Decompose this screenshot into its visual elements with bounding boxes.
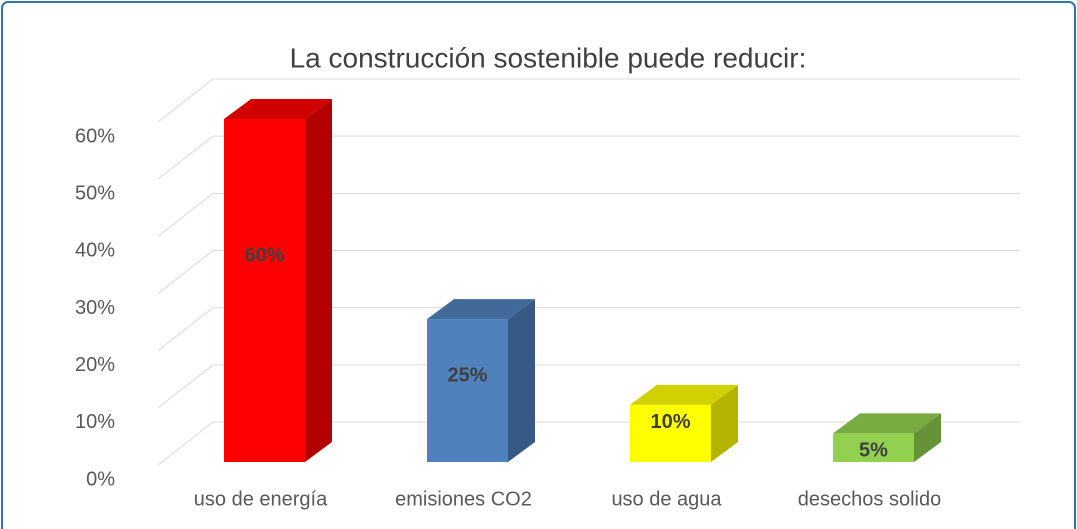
- bar-top: [630, 384, 738, 405]
- data-label: 25%: [447, 365, 487, 387]
- y-tick-label: 0%: [86, 468, 115, 490]
- grid-line-side: [157, 192, 214, 237]
- grid-line-side: [157, 421, 214, 466]
- bar-top: [833, 413, 941, 434]
- grid-line-side: [157, 307, 214, 352]
- data-label: 60%: [244, 244, 284, 266]
- bar-side: [508, 299, 535, 462]
- x-tick-label: uso de energía: [194, 488, 328, 510]
- chart-title: La construcción sostenible puede reducir…: [290, 42, 807, 73]
- bar: [427, 319, 508, 462]
- bar-top: [427, 299, 535, 320]
- data-label: 5%: [859, 440, 888, 462]
- grid-line-side: [157, 135, 214, 180]
- y-tick-label: 40%: [75, 240, 115, 262]
- bar-top: [224, 99, 332, 119]
- y-tick-label: 10%: [75, 411, 115, 433]
- y-tick-label: 20%: [75, 354, 115, 376]
- bar-side: [914, 413, 941, 462]
- bar: [833, 433, 914, 462]
- x-tick-label: desechos solido: [798, 488, 941, 510]
- x-tick-label: emisiones CO2: [395, 488, 532, 510]
- grid-line-side: [157, 78, 214, 123]
- y-tick-label: 30%: [75, 297, 115, 319]
- y-tick-label: 50%: [75, 182, 115, 204]
- data-label: 10%: [650, 411, 690, 433]
- bar-side: [305, 99, 332, 462]
- y-tick-label: 60%: [75, 125, 115, 147]
- x-tick-label: uso de agua: [611, 488, 722, 510]
- bar: [224, 119, 305, 462]
- grid-line-side: [157, 250, 214, 294]
- bar: [630, 404, 711, 462]
- bar-side: [711, 384, 738, 462]
- grid-line-side: [157, 364, 214, 409]
